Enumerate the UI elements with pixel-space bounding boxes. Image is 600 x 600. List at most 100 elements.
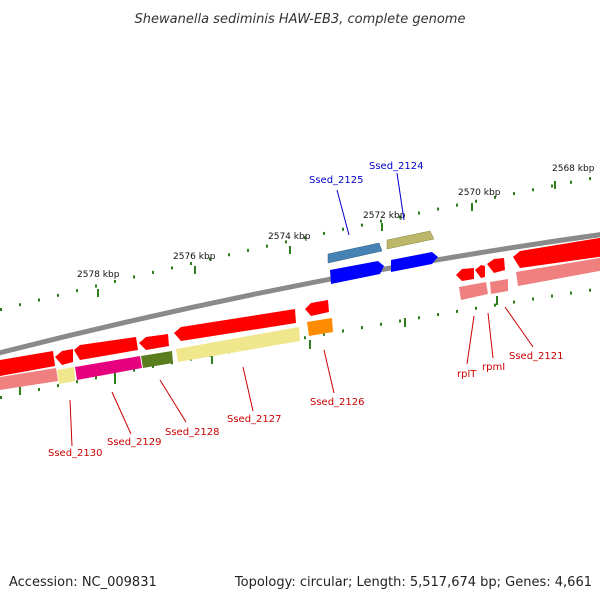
gene-label-ssed-2130[interactable]: Ssed_2130	[48, 448, 103, 459]
ring-dot	[114, 372, 116, 376]
leader-ssed-2125	[336, 189, 350, 236]
ring-dot	[513, 192, 515, 196]
ring-dot	[228, 253, 230, 257]
ring-dot	[171, 266, 173, 270]
gene-ssed-2121-cds[interactable]	[516, 257, 600, 286]
gene-ssed-2126-feature[interactable]	[305, 300, 329, 316]
ring-dot	[95, 284, 97, 288]
gene-ssed-2124-feature[interactable]	[391, 252, 438, 272]
gene-ssed-2125-cds[interactable]	[327, 242, 383, 264]
ring-dot	[532, 188, 534, 192]
ring-dot	[247, 248, 249, 252]
ring-dot	[38, 298, 40, 302]
ring-dot	[532, 297, 534, 301]
ring-dot	[399, 215, 401, 219]
ring-dot	[0, 396, 2, 399]
gene-ssed-2127-cds[interactable]	[176, 327, 300, 362]
ring-dot	[475, 306, 477, 310]
leader-ssed-2126	[323, 349, 335, 394]
ring-dot	[570, 291, 572, 295]
gene-rplT-feature[interactable]	[456, 268, 474, 281]
gene-label-rplT[interactable]: rplT	[457, 369, 477, 380]
ring-dot	[380, 322, 382, 326]
gene-rpmI-cds[interactable]	[490, 279, 508, 294]
ring-dot	[361, 326, 363, 330]
gene-rpmI-feature[interactable]	[475, 265, 485, 278]
leader-ssed-2130	[69, 399, 73, 447]
leader-ssed-2124	[396, 172, 405, 221]
ring-dot	[57, 384, 59, 388]
gene-ssed-2127-feature[interactable]	[174, 309, 296, 341]
gene-small-feature-a[interactable]	[55, 349, 73, 365]
ring-dot	[266, 244, 268, 248]
ring-dot	[133, 275, 135, 279]
ring-dot	[209, 257, 211, 261]
ring-dot	[418, 316, 420, 320]
ring-dot	[475, 199, 477, 203]
gene-small-feature-b[interactable]	[487, 258, 505, 273]
gene-ssed-2125-feature[interactable]	[330, 261, 384, 284]
ring-dot	[589, 288, 591, 292]
ring-dot	[494, 303, 496, 307]
gene-ssed-2130-cds[interactable]	[0, 368, 58, 390]
gene-ssed-2128-cds[interactable]	[141, 351, 173, 368]
ring-dot	[152, 364, 154, 368]
forward-strand-genes	[327, 230, 438, 284]
ring-dot	[361, 223, 363, 227]
ring-dot	[57, 293, 59, 297]
ring-dot	[285, 240, 287, 244]
scale-label: 2568 kbp	[552, 164, 595, 174]
scale-label: 2576 kbp	[173, 252, 216, 262]
genome-backbone	[0, 232, 600, 356]
gene-rplT-cds[interactable]	[459, 282, 488, 300]
gene-ssed-2124-cds[interactable]	[386, 230, 435, 250]
ring-dot	[342, 227, 344, 231]
scale-label: 2572 kbp	[363, 211, 406, 221]
gene-label-ssed-2127[interactable]: Ssed_2127	[227, 414, 282, 425]
ring-dot	[95, 376, 97, 380]
gene-ssed-2130-feature[interactable]	[0, 351, 55, 376]
gene-label-ssed-2121[interactable]: Ssed_2121	[509, 351, 564, 362]
gene-label-ssed-2129[interactable]: Ssed_2129	[107, 437, 162, 448]
gene-label-ssed-2128[interactable]: Ssed_2128	[165, 427, 220, 438]
ring-dot	[551, 294, 553, 298]
gene-small-cds-a[interactable]	[57, 367, 75, 384]
gene-ssed-2126-cds[interactable]	[307, 318, 333, 336]
ring-dot	[456, 309, 458, 313]
outer-dotted-ring	[0, 177, 591, 311]
gene-label-ssed-2126[interactable]: Ssed_2126	[310, 397, 365, 408]
scale-label: 2578 kbp	[77, 270, 120, 280]
ring-dot	[304, 336, 306, 340]
ring-dot	[570, 180, 572, 184]
ring-dot	[133, 368, 135, 372]
reverse-strand-genes	[0, 237, 600, 390]
ring-dot	[0, 308, 2, 311]
ring-dot	[456, 203, 458, 207]
ring-dot	[114, 279, 116, 283]
gene-label-ssed-2124[interactable]: Ssed_2124	[369, 161, 424, 172]
leader-rpmI	[487, 312, 494, 359]
accession-text: Accession: NC_009831	[9, 575, 157, 590]
gene-label-ssed-2125[interactable]: Ssed_2125	[309, 175, 364, 186]
ring-dot	[513, 300, 515, 304]
topology-text: Topology: circular; Length: 5,517,674 bp…	[234, 575, 592, 590]
gene-labels: Ssed_2130 Ssed_2129 Ssed_2128 Ssed_2127 …	[48, 161, 564, 459]
ring-dot	[76, 289, 78, 293]
gene-ssed-2129-feature[interactable]	[74, 337, 138, 360]
gene-ssed-2129-cds[interactable]	[75, 356, 142, 380]
ring-dot	[323, 231, 325, 235]
ring-dot	[38, 388, 40, 392]
ring-dot	[19, 303, 21, 307]
leader-ssed-2121	[504, 306, 534, 348]
gene-ssed-2121-feature[interactable]	[513, 237, 600, 268]
ring-dot	[190, 261, 192, 265]
map-title: Shewanella sediminis HAW-EB3, complete g…	[135, 12, 466, 27]
gene-label-rpmI[interactable]: rpmI	[482, 362, 505, 373]
scale-label: 2570 kbp	[458, 188, 501, 198]
ring-dot	[418, 211, 420, 215]
ring-dot	[152, 270, 154, 274]
leader-ssed-2127	[242, 366, 254, 412]
gene-ssed-2128-feature[interactable]	[139, 334, 169, 350]
leader-ssed-2129	[111, 391, 132, 435]
